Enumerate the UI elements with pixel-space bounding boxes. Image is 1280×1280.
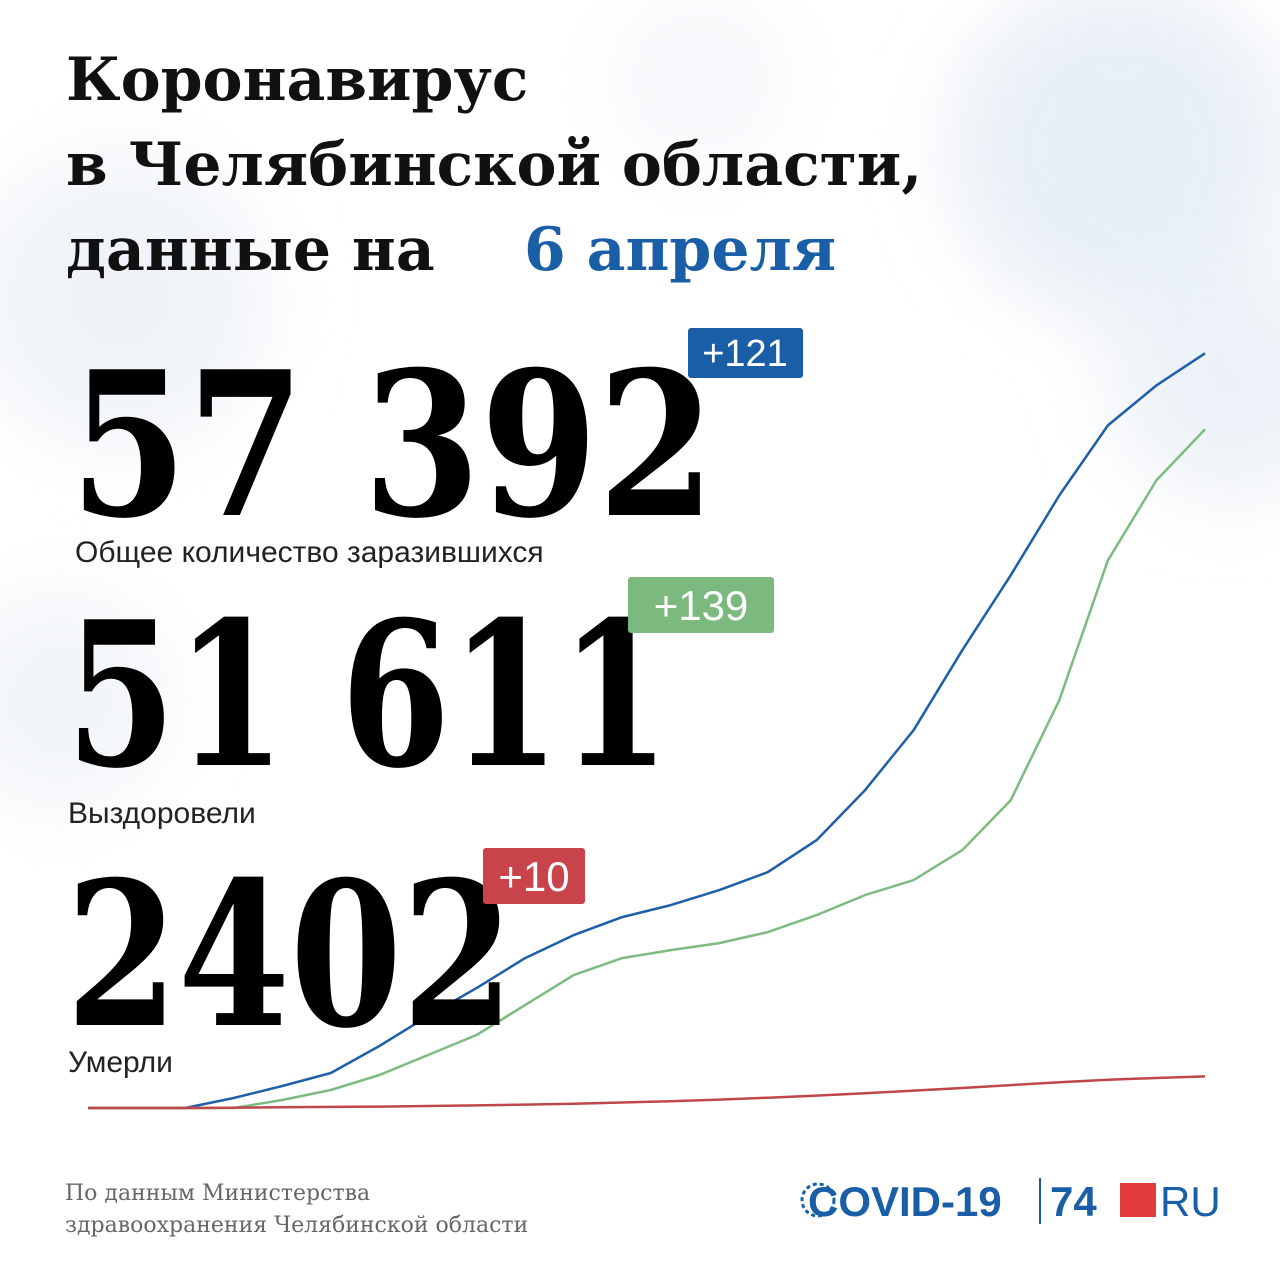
stat-value: 2402 xyxy=(66,838,514,1073)
change-badge xyxy=(483,848,585,904)
series-line xyxy=(88,352,1206,1110)
change-badge xyxy=(628,577,774,633)
logo-square xyxy=(1120,1183,1156,1217)
series-line xyxy=(88,428,1206,1110)
change-badge xyxy=(688,328,803,378)
logo: COVID-19 74 RU xyxy=(800,1178,1221,1225)
logo-site-suffix: RU xyxy=(1160,1178,1221,1225)
stat-label: Выздоровели xyxy=(68,797,256,830)
title-line: Коронавирус xyxy=(66,45,528,115)
line-chart xyxy=(88,352,1206,1110)
source-line: По данным Министерства xyxy=(65,1181,370,1206)
logo-site-number: 74 xyxy=(1050,1178,1097,1225)
title-date: 6 апреля xyxy=(524,215,836,285)
title-date-prefix: данные на xyxy=(66,215,435,285)
stat-change: +121 xyxy=(702,333,788,375)
stat-label: Умерли xyxy=(68,1046,173,1079)
background-texture xyxy=(0,0,1280,810)
series-line xyxy=(88,1075,1206,1110)
source-line: здравоохранения Челябинской области xyxy=(65,1213,528,1238)
logo-brand: COVID-19 xyxy=(808,1178,1002,1225)
stat-value: 51 611 xyxy=(66,578,670,813)
virus-icon xyxy=(800,1182,836,1218)
stat-change: +139 xyxy=(654,582,749,629)
stat-change: +10 xyxy=(498,853,569,900)
stat-label: Общее количество заразившихся xyxy=(75,536,544,569)
title-line: в Челябинской области, xyxy=(66,130,922,200)
stat-value: 57 392 xyxy=(70,328,715,563)
